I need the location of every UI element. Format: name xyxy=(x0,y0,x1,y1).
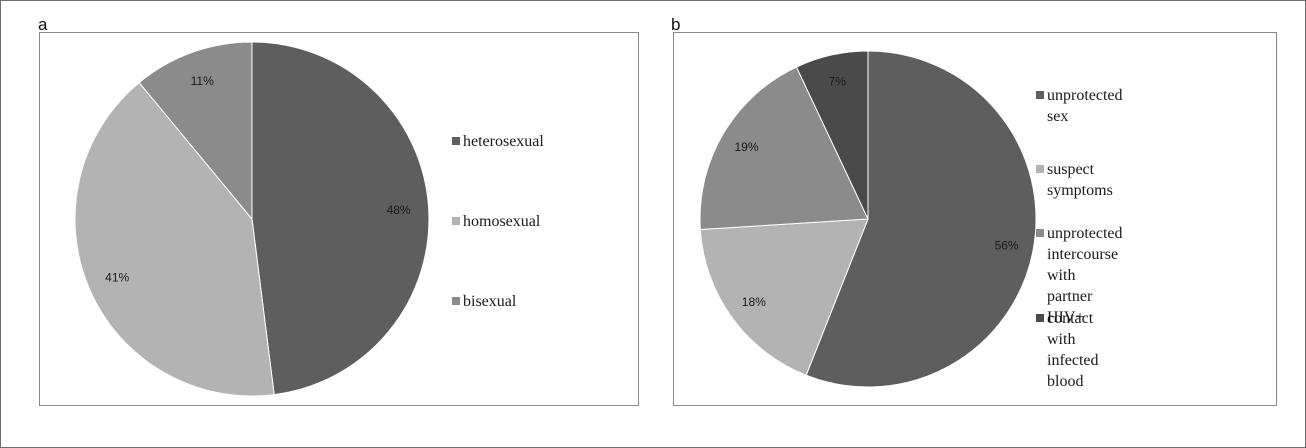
legend-label: unprotected sex xyxy=(1047,87,1123,125)
data-label-a-2: 11% xyxy=(191,74,214,88)
legend-swatch xyxy=(1036,165,1044,173)
data-label-a-1: 41% xyxy=(105,270,129,284)
panel-a-chart: 48% 41% 11% heterosexual homosexual bisexual xyxy=(39,32,639,406)
pie-slice-a-2 xyxy=(138,41,253,221)
legend-item-b-0: unprotected sex xyxy=(1036,85,1123,127)
legend-label: contact with infected blood xyxy=(1047,310,1099,390)
legend-swatch xyxy=(1036,229,1044,237)
panel-b-letter: b xyxy=(671,15,681,34)
legend-item-b-3: contact with infected blood xyxy=(1036,308,1099,392)
pie-slice-a-1 xyxy=(74,81,275,397)
pie-slice-b-1 xyxy=(699,218,869,376)
legend-label: heterosexual xyxy=(463,133,544,150)
pie-slice-a-0 xyxy=(251,41,430,396)
pie-chart-b: 56% 18% 19% 7% xyxy=(699,50,1037,388)
pie-slice-b-2 xyxy=(699,66,869,231)
legend-item-b-1: suspect symptoms xyxy=(1036,159,1113,201)
legend-label: suspect symptoms xyxy=(1047,161,1113,199)
legend-swatch xyxy=(1036,91,1044,99)
legend-swatch xyxy=(452,217,460,225)
legend-item-a-1: homosexual xyxy=(452,211,540,232)
legend-label: homosexual xyxy=(463,213,541,230)
pie-chart-a: 48% 41% 11% xyxy=(74,41,430,397)
data-label-b-3: 7% xyxy=(829,74,847,88)
data-label-b-0: 56% xyxy=(995,238,1019,252)
panel-b-chart: 56% 18% 19% 7% unprotected sex suspect sympt… xyxy=(673,32,1277,406)
data-label-b-2: 19% xyxy=(734,140,758,154)
legend-item-a-2: bisexual xyxy=(452,291,516,312)
legend-label: bisexual xyxy=(463,293,517,310)
pie-slice-b-0 xyxy=(805,50,1037,388)
legend-swatch xyxy=(1036,314,1044,322)
pie-slice-b-3 xyxy=(795,50,869,220)
legend-item-b-2: unprotected intercourse with partner HIV… xyxy=(1036,223,1123,328)
panel-a-letter: a xyxy=(38,15,48,34)
legend-swatch xyxy=(452,297,460,305)
data-label-a-0: 48% xyxy=(387,203,411,217)
data-label-b-1: 18% xyxy=(742,295,766,309)
legend-swatch xyxy=(452,137,460,145)
legend-label: unprotected intercourse with partner HIV… xyxy=(1047,225,1123,326)
legend-item-a-0: heterosexual xyxy=(452,131,544,152)
